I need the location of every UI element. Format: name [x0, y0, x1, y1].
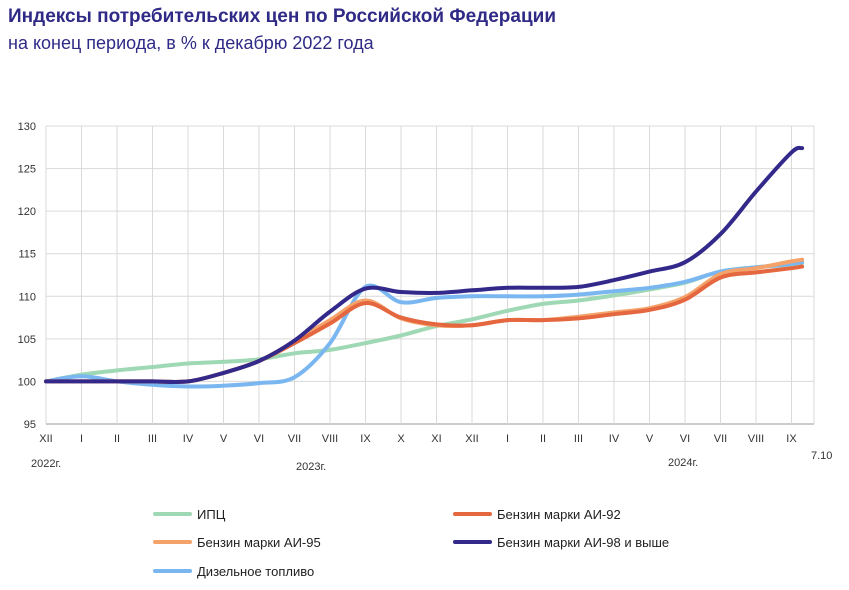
x-tick-label: III — [148, 433, 157, 445]
series-line-ai98 — [44, 145, 805, 385]
x-tick-label: VI — [254, 433, 264, 445]
legend-label-ai95: Бензин марки АИ-95 — [197, 535, 321, 550]
x-tick-label: III — [574, 433, 583, 445]
y-tick-label: 115 — [18, 249, 36, 261]
series-lines — [44, 145, 805, 389]
x-tick-label: II — [114, 433, 120, 445]
y-axis-ticks: 95 100 105 110 115 120 125 130 — [18, 121, 36, 431]
x-tick-label: XI — [431, 433, 441, 445]
year-label: 2022г. — [31, 458, 61, 470]
x-tick-label: IX — [360, 433, 371, 445]
x-tick-label: IX — [786, 433, 797, 445]
x-tick-label: VI — [680, 433, 690, 445]
series-line-diesel — [44, 260, 805, 389]
x-tick-label: IV — [609, 433, 620, 445]
chart-title: Индексы потребительских цен по Российско… — [8, 6, 556, 27]
year-label: 2023г. — [296, 461, 326, 473]
x-tick-label: X — [397, 433, 405, 445]
y-tick-label: 100 — [18, 376, 36, 388]
y-tick-label: 130 — [18, 121, 36, 133]
chart-subtitle: на конец периода, в % к декабрю 2022 год… — [8, 33, 374, 53]
y-tick-label: 105 — [18, 334, 36, 346]
x-tick-label: V — [220, 433, 228, 445]
legend: ИПЦ Бензин марки АИ-92 Бензин марки АИ-95 Б… — [153, 507, 669, 579]
legend-label-ai92: Бензин марки АИ-92 — [497, 507, 621, 522]
legend-label-ai98: Бензин марки АИ-98 и выше — [497, 535, 669, 550]
x-tick-label: XII — [39, 433, 52, 445]
y-tick-label: 110 — [18, 291, 36, 303]
x-tick-label: I — [506, 433, 509, 445]
year-label: 2024г. — [668, 457, 698, 469]
legend-label-cpi: ИПЦ — [197, 507, 226, 522]
y-tick-label: 125 — [18, 164, 36, 176]
x-tick-label: VII — [288, 433, 301, 445]
x-tick-label: V — [646, 433, 654, 445]
grid — [45, 125, 815, 425]
x-tick-label: VIII — [322, 433, 339, 445]
x-axis-ticks: XII I II III IV V VI VII VIII IX X XI XII I II III IV V VI… — [31, 433, 832, 473]
x-tick-label: IV — [183, 433, 194, 445]
legend-label-diesel: Дизельное топливо — [197, 564, 314, 579]
y-tick-label: 95 — [24, 419, 36, 431]
y-tick-label: 120 — [18, 206, 36, 218]
x-tick-label: II — [540, 433, 546, 445]
last-point-label: 7.10 — [811, 450, 832, 462]
x-tick-label: I — [80, 433, 83, 445]
x-tick-label: VII — [714, 433, 727, 445]
x-tick-label: VIII — [748, 433, 765, 445]
x-tick-label: XII — [465, 433, 478, 445]
